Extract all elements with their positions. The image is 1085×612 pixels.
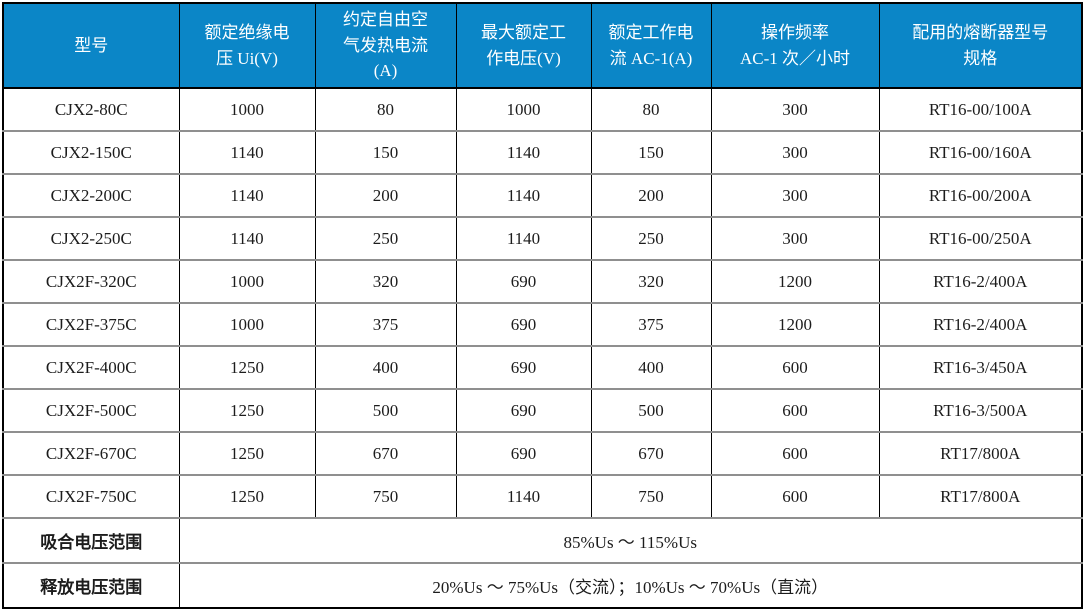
cell: 375 [314, 302, 457, 346]
model-cell: CJX2F-375C [2, 302, 180, 346]
cell: 600 [710, 431, 880, 475]
table-row: CJX2F-320C 1000 320 690 320 1200 RT16-2/… [2, 259, 1083, 303]
pickup-voltage-label: 吸合电压范围 [2, 517, 180, 563]
table-row: CJX2-250C 1140 250 1140 250 300 RT16-00/… [2, 216, 1083, 260]
fuse-cell: RT17/800A [878, 474, 1083, 518]
pickup-voltage-value: 85%Us ～ 115%Us [178, 517, 1083, 563]
cell: 300 [710, 216, 880, 260]
table-header: 型号 额定绝缘电 压 Ui(V) 约定自由空 气发热电流 (A) 最大额定工 作… [2, 2, 1083, 89]
column-header-model: 型号 [2, 2, 180, 89]
cell: 300 [710, 130, 880, 174]
model-cell: CJX2-250C [2, 216, 180, 260]
cell: 1250 [178, 345, 316, 389]
cell: 750 [590, 474, 712, 518]
cell: 320 [314, 259, 457, 303]
cell: 670 [314, 431, 457, 475]
fuse-cell: RT16-00/100A [878, 87, 1083, 131]
model-cell: CJX2F-320C [2, 259, 180, 303]
header-row: 型号 额定绝缘电 压 Ui(V) 约定自由空 气发热电流 (A) 最大额定工 作… [2, 2, 1083, 89]
cell: 1250 [178, 388, 316, 432]
fuse-cell: RT17/800A [878, 431, 1083, 475]
cell: 690 [455, 302, 592, 346]
table-row: CJX2F-750C 1250 750 1140 750 600 RT17/80… [2, 474, 1083, 518]
fuse-cell: RT16-00/250A [878, 216, 1083, 260]
table-row: CJX2-200C 1140 200 1140 200 300 RT16-00/… [2, 173, 1083, 217]
fuse-cell: RT16-00/200A [878, 173, 1083, 217]
cell: 375 [590, 302, 712, 346]
table-row: CJX2F-375C 1000 375 690 375 1200 RT16-2/… [2, 302, 1083, 346]
cell: 1140 [178, 173, 316, 217]
cell: 690 [455, 345, 592, 389]
cell: 200 [314, 173, 457, 217]
cell: 600 [710, 474, 880, 518]
cell: 600 [710, 345, 880, 389]
model-cell: CJX2F-500C [2, 388, 180, 432]
fuse-cell: RT16-3/500A [878, 388, 1083, 432]
cell: 400 [590, 345, 712, 389]
cell: 320 [590, 259, 712, 303]
model-cell: CJX2-200C [2, 173, 180, 217]
model-cell: CJX2F-750C [2, 474, 180, 518]
release-voltage-label: 释放电压范围 [2, 562, 180, 608]
cell: 750 [314, 474, 457, 518]
column-header-operating-frequency: 操作频率 AC-1 次／小时 [710, 2, 880, 89]
cell: 1000 [178, 302, 316, 346]
cell: 400 [314, 345, 457, 389]
pickup-voltage-row: 吸合电压范围 85%Us ～ 115%Us [2, 517, 1083, 563]
cell: 1140 [178, 130, 316, 174]
cell: 500 [590, 388, 712, 432]
model-cell: CJX2-80C [2, 87, 180, 131]
column-header-thermal-current: 约定自由空 气发热电流 (A) [314, 2, 457, 89]
table-row: CJX2F-500C 1250 500 690 500 600 RT16-3/5… [2, 388, 1083, 432]
cell: 690 [455, 259, 592, 303]
fuse-cell: RT16-00/160A [878, 130, 1083, 174]
cell: 200 [590, 173, 712, 217]
model-cell: CJX2F-400C [2, 345, 180, 389]
fuse-cell: RT16-2/400A [878, 302, 1083, 346]
cell: 1140 [455, 130, 592, 174]
cell: 670 [590, 431, 712, 475]
cell: 1250 [178, 431, 316, 475]
column-header-insulation-voltage: 额定绝缘电 压 Ui(V) [178, 2, 316, 89]
cell: 1250 [178, 474, 316, 518]
cell: 300 [710, 87, 880, 131]
table-row: CJX2F-670C 1250 670 690 670 600 RT17/800… [2, 431, 1083, 475]
cell: 1200 [710, 259, 880, 303]
release-voltage-value: 20%Us ～ 75%Us（交流）；10%Us ～ 70%Us（直流） [178, 562, 1083, 608]
table-row: CJX2-80C 1000 80 1000 80 300 RT16-00/100… [2, 87, 1083, 131]
model-cell: CJX2-150C [2, 130, 180, 174]
table-row: CJX2F-400C 1250 400 690 400 600 RT16-3/4… [2, 345, 1083, 389]
cell: 1000 [178, 259, 316, 303]
cell: 600 [710, 388, 880, 432]
cell: 690 [455, 388, 592, 432]
table-body: CJX2-80C 1000 80 1000 80 300 RT16-00/100… [2, 87, 1083, 608]
cell: 300 [710, 173, 880, 217]
column-header-fuse-spec: 配用的熔断器型号 规格 [878, 2, 1083, 89]
cell: 1200 [710, 302, 880, 346]
fuse-cell: RT16-2/400A [878, 259, 1083, 303]
cell: 1140 [455, 216, 592, 260]
cell: 1140 [178, 216, 316, 260]
column-header-working-current: 额定工作电 流 AC-1(A) [590, 2, 712, 89]
cell: 1140 [455, 173, 592, 217]
table-row: CJX2-150C 1140 150 1140 150 300 RT16-00/… [2, 130, 1083, 174]
cell: 250 [590, 216, 712, 260]
cell: 1140 [455, 474, 592, 518]
cell: 690 [455, 431, 592, 475]
cell: 250 [314, 216, 457, 260]
cell: 500 [314, 388, 457, 432]
model-cell: CJX2F-670C [2, 431, 180, 475]
cell: 150 [314, 130, 457, 174]
cell: 1000 [455, 87, 592, 131]
cell: 80 [314, 87, 457, 131]
cell: 80 [590, 87, 712, 131]
release-voltage-row: 释放电压范围 20%Us ～ 75%Us（交流）；10%Us ～ 70%Us（直… [2, 562, 1083, 608]
cell: 1000 [178, 87, 316, 131]
cell: 150 [590, 130, 712, 174]
fuse-cell: RT16-3/450A [878, 345, 1083, 389]
column-header-max-working-voltage: 最大额定工 作电压(V) [455, 2, 592, 89]
